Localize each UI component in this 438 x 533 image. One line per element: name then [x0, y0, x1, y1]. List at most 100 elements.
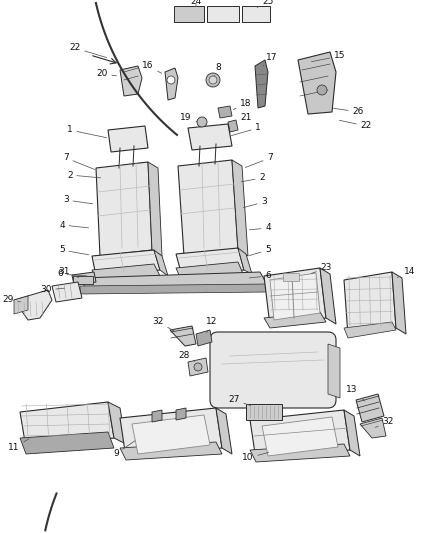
Polygon shape [176, 248, 244, 276]
Polygon shape [270, 273, 320, 320]
Polygon shape [120, 408, 222, 458]
Polygon shape [14, 290, 52, 320]
Text: 27: 27 [228, 395, 251, 406]
Polygon shape [328, 344, 340, 398]
Text: 18: 18 [233, 100, 252, 109]
Text: 2: 2 [67, 171, 101, 180]
Polygon shape [92, 264, 160, 282]
Polygon shape [238, 248, 252, 274]
Bar [207, 6, 239, 22]
Text: 32: 32 [152, 318, 175, 332]
Polygon shape [262, 417, 338, 456]
Polygon shape [120, 442, 222, 460]
Bar [242, 6, 270, 22]
Text: 5: 5 [59, 246, 88, 255]
Text: 22: 22 [339, 120, 371, 131]
Text: 15: 15 [311, 52, 346, 62]
Text: 30: 30 [40, 286, 65, 295]
FancyBboxPatch shape [210, 332, 336, 408]
Polygon shape [216, 408, 232, 454]
Text: 9: 9 [113, 441, 135, 458]
Polygon shape [152, 410, 162, 422]
Text: 6: 6 [57, 270, 87, 279]
Polygon shape [165, 68, 178, 100]
Polygon shape [148, 162, 162, 256]
Text: 11: 11 [8, 439, 29, 453]
Text: 8: 8 [214, 63, 221, 76]
Polygon shape [360, 418, 386, 438]
Polygon shape [344, 272, 396, 336]
Text: 31: 31 [58, 268, 79, 278]
Polygon shape [120, 66, 142, 96]
Polygon shape [170, 326, 196, 346]
Polygon shape [188, 124, 232, 150]
Circle shape [197, 117, 207, 127]
Text: 20: 20 [96, 69, 117, 78]
Polygon shape [72, 272, 96, 285]
Text: 16: 16 [142, 61, 162, 74]
Polygon shape [108, 402, 126, 444]
Polygon shape [392, 272, 406, 334]
Text: 5: 5 [249, 246, 271, 256]
Polygon shape [250, 444, 350, 462]
Text: 28: 28 [178, 351, 195, 361]
Bar [73, 276, 93, 284]
Polygon shape [80, 284, 268, 294]
Polygon shape [264, 312, 326, 328]
Text: 2: 2 [241, 174, 265, 182]
Text: 25: 25 [257, 0, 274, 7]
Bar [246, 404, 282, 420]
Polygon shape [298, 52, 336, 114]
Circle shape [167, 76, 175, 84]
Bar [174, 6, 204, 22]
Text: 29: 29 [2, 295, 21, 304]
Polygon shape [228, 120, 238, 132]
Polygon shape [96, 162, 152, 256]
Polygon shape [264, 268, 326, 326]
Text: 4: 4 [59, 221, 88, 230]
Text: 19: 19 [180, 114, 197, 123]
Text: 24: 24 [191, 0, 201, 6]
Polygon shape [320, 268, 336, 324]
Polygon shape [52, 282, 82, 302]
Text: 12: 12 [206, 318, 218, 333]
Polygon shape [188, 358, 208, 376]
Polygon shape [196, 330, 212, 346]
Text: 21: 21 [236, 114, 252, 124]
Text: 1: 1 [67, 125, 106, 138]
Polygon shape [344, 410, 360, 456]
Polygon shape [154, 250, 168, 276]
Polygon shape [232, 160, 248, 256]
Circle shape [194, 363, 202, 371]
Text: 23: 23 [311, 263, 332, 273]
Polygon shape [250, 410, 350, 460]
Polygon shape [108, 126, 148, 152]
Text: 13: 13 [346, 385, 365, 401]
Polygon shape [344, 322, 396, 338]
Text: 1: 1 [231, 124, 261, 135]
Polygon shape [356, 394, 384, 422]
Text: 6: 6 [249, 271, 271, 280]
Text: 7: 7 [63, 154, 95, 169]
Polygon shape [132, 415, 210, 454]
Polygon shape [178, 160, 238, 256]
Text: 7: 7 [245, 154, 273, 167]
Polygon shape [218, 106, 232, 118]
Polygon shape [176, 408, 186, 420]
Polygon shape [176, 262, 244, 282]
Text: 17: 17 [263, 53, 278, 66]
Text: 14: 14 [397, 268, 416, 278]
Circle shape [206, 73, 220, 87]
Circle shape [209, 76, 217, 84]
Polygon shape [255, 60, 268, 108]
Polygon shape [14, 296, 28, 314]
Text: 26: 26 [333, 108, 364, 117]
Text: 4: 4 [249, 223, 271, 232]
Circle shape [317, 85, 327, 95]
Text: 3: 3 [244, 198, 267, 208]
Text: 22: 22 [69, 44, 107, 58]
Polygon shape [20, 402, 114, 448]
Polygon shape [80, 272, 268, 292]
Text: 10: 10 [242, 453, 268, 463]
Polygon shape [92, 250, 160, 276]
